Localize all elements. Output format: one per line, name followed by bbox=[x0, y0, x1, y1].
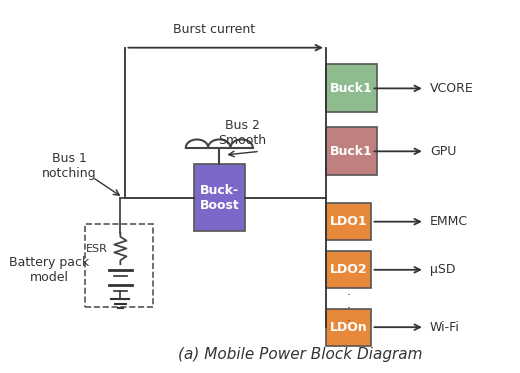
Text: Wi-Fi: Wi-Fi bbox=[430, 321, 460, 334]
FancyBboxPatch shape bbox=[326, 64, 376, 112]
Text: LDO1: LDO1 bbox=[330, 215, 368, 228]
Text: Battery pack
model: Battery pack model bbox=[9, 256, 89, 284]
FancyBboxPatch shape bbox=[326, 203, 371, 240]
Text: (a) Mobile Power Block Diagram: (a) Mobile Power Block Diagram bbox=[178, 347, 423, 362]
Text: Buck1: Buck1 bbox=[330, 145, 372, 158]
Text: Buck-
Boost: Buck- Boost bbox=[199, 184, 239, 211]
Text: .
.
.: . . . bbox=[347, 285, 350, 324]
Text: EMMC: EMMC bbox=[430, 215, 468, 228]
Bar bbox=[85, 223, 153, 307]
FancyBboxPatch shape bbox=[326, 127, 376, 175]
Text: GPU: GPU bbox=[430, 145, 456, 158]
Text: Bus 2
Smooth: Bus 2 Smooth bbox=[218, 119, 266, 147]
Text: VCORE: VCORE bbox=[430, 82, 474, 95]
Text: μSD: μSD bbox=[430, 263, 456, 276]
Text: LDO2: LDO2 bbox=[330, 263, 368, 276]
Text: Burst current: Burst current bbox=[173, 23, 255, 36]
Text: ESR: ESR bbox=[86, 244, 108, 254]
FancyBboxPatch shape bbox=[326, 251, 371, 288]
Text: Buck1: Buck1 bbox=[330, 82, 372, 95]
FancyBboxPatch shape bbox=[194, 164, 244, 231]
Text: Bus 1
notching: Bus 1 notching bbox=[42, 152, 97, 180]
Text: LDOn: LDOn bbox=[330, 321, 368, 334]
FancyBboxPatch shape bbox=[326, 309, 371, 346]
